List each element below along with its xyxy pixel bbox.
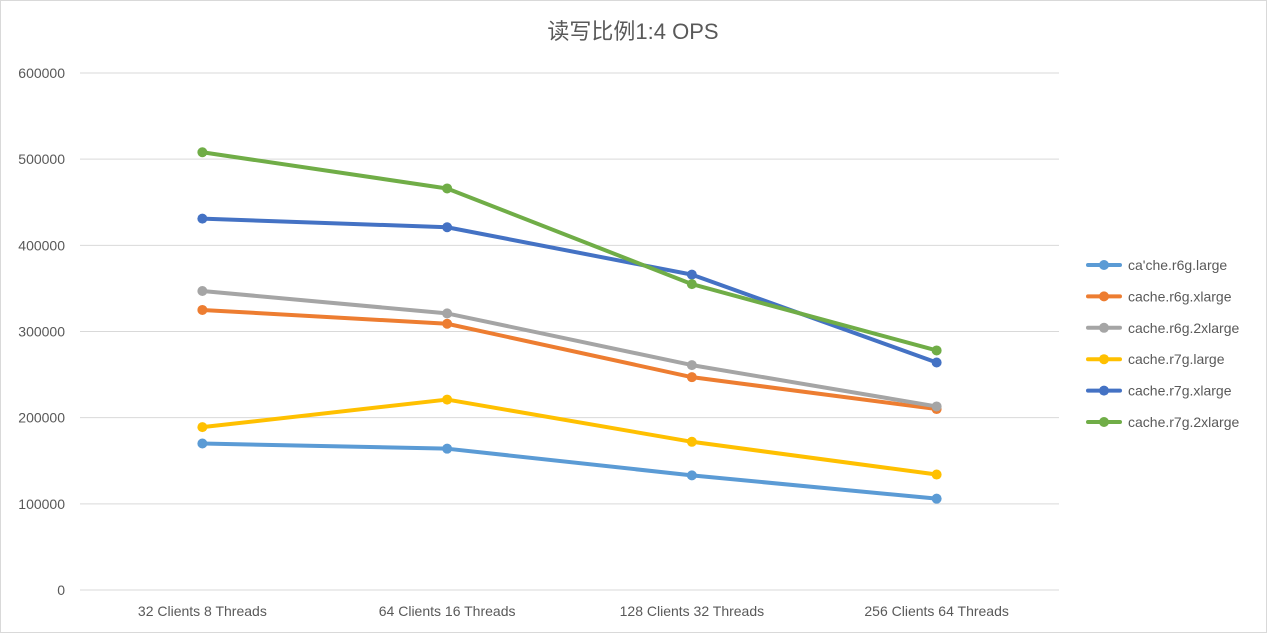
x-tick-label: 128 Clients 32 Threads [620,603,765,619]
legend: ca'che.r6g.large cache.r6g.xlarge cache.r6… [1086,257,1240,430]
y-tick-label: 500000 [18,151,65,167]
legend-swatch-marker [1099,385,1109,396]
data-point [197,304,208,315]
series-lines [197,147,942,504]
y-tick-label: 100000 [18,496,65,512]
legend-item: cache.r6g.2xlarge [1086,320,1240,336]
data-point [931,345,942,356]
x-tick-label: 64 Clients 16 Threads [379,603,516,619]
series-line [200,150,939,353]
legend-swatch-marker [1099,260,1109,270]
legend-item: cache.r7g.xlarge [1086,383,1232,399]
series-line [200,289,939,409]
data-point [931,357,942,368]
legend-item: cache.r7g.large [1086,351,1225,367]
data-point [686,470,697,481]
data-point [686,360,697,371]
data-point [686,279,697,290]
x-tick-label: 32 Clients 8 Threads [138,603,267,619]
series-5 [197,147,942,356]
y-tick-label: 600000 [18,65,65,81]
legend-label: cache.r6g.xlarge [1128,288,1232,304]
data-point [442,308,453,319]
legend-swatch-marker [1099,417,1109,427]
legend-swatch-marker [1099,322,1109,333]
data-point [442,443,453,454]
series-3 [197,394,942,480]
data-point [931,469,942,480]
y-tick-label: 0 [57,582,65,598]
x-axis-ticks: 32 Clients 8 Threads 64 Clients 16 Thread… [138,603,1009,619]
data-point [442,318,453,329]
data-point [686,372,697,383]
series-line [200,307,939,412]
data-point [442,222,453,233]
legend-swatch-marker [1099,354,1109,365]
gridlines [80,72,1059,591]
data-point [686,269,697,280]
legend-label: cache.r7g.xlarge [1128,383,1232,399]
chart-title: 读写比例1:4 OPS [547,19,718,44]
y-axis-ticks: 0 100000 200000 300000 400000 500000 600000 [18,65,65,598]
data-point [442,394,453,405]
x-tick-label: 256 Clients 64 Threads [864,603,1009,619]
data-point [197,213,208,224]
legend-swatch-marker [1099,291,1109,302]
legend-item: ca'che.r6g.large [1086,257,1227,273]
legend-item: cache.r7g.2xlarge [1086,414,1240,430]
data-point [931,401,942,412]
y-tick-label: 200000 [18,410,65,426]
series-0 [197,438,942,504]
data-point [197,422,208,433]
legend-label: ca'che.r6g.large [1128,257,1227,273]
data-point [197,438,208,449]
legend-label: cache.r7g.large [1128,351,1225,367]
series-line [200,397,939,477]
legend-label: cache.r7g.2xlarge [1128,414,1240,430]
y-tick-label: 300000 [18,324,65,340]
legend-item: cache.r6g.xlarge [1086,288,1232,304]
y-tick-label: 400000 [18,237,65,253]
series-2 [197,286,942,412]
data-point [197,286,208,297]
data-point [442,183,453,194]
legend-label: cache.r6g.2xlarge [1128,320,1240,336]
series-line [200,441,939,501]
data-point [197,147,208,158]
data-point [686,436,697,447]
data-point [931,493,942,504]
